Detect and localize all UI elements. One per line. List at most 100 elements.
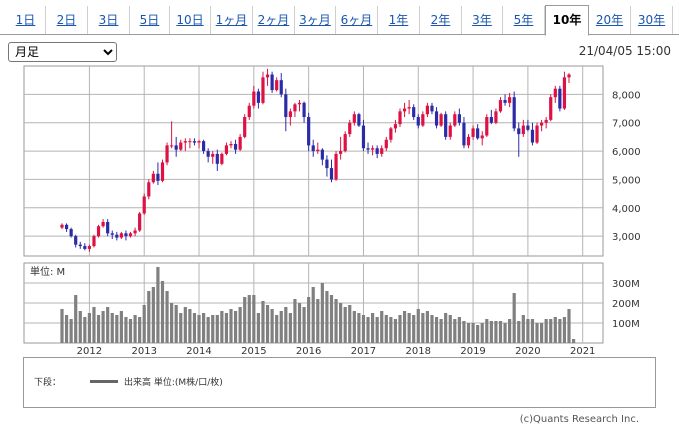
x-tick-label: 2013 xyxy=(131,346,156,357)
candle-body xyxy=(535,125,539,143)
legend-prefix: 下段： xyxy=(34,378,62,388)
volume-bar xyxy=(412,315,416,343)
volume-bar xyxy=(78,311,82,343)
candle-body xyxy=(138,213,142,231)
candle-body xyxy=(462,122,466,146)
candle-body xyxy=(192,141,197,143)
volume-bar xyxy=(206,317,210,343)
price-tick-label: 7,000 xyxy=(612,119,641,130)
candle-body xyxy=(498,100,503,112)
volume-bar xyxy=(275,315,279,343)
candle-body xyxy=(471,128,475,137)
tab-range-6[interactable]: 2ヶ月 xyxy=(253,6,295,34)
price-panel xyxy=(23,65,604,257)
tab-range-8[interactable]: 6ヶ月 xyxy=(336,6,378,34)
tab-range-15[interactable]: 30年 xyxy=(631,6,673,34)
volume-bar xyxy=(302,307,306,343)
period-select[interactable]: 月足 xyxy=(8,42,117,62)
volume-bar xyxy=(215,315,219,343)
tab-range-12[interactable]: 5年 xyxy=(503,6,545,34)
volume-bar xyxy=(293,299,297,343)
volume-bar xyxy=(439,319,443,343)
tab-range-13[interactable]: 10年 xyxy=(545,5,589,36)
volume-bar xyxy=(375,317,379,343)
price-tick-label: 6,000 xyxy=(612,147,641,158)
volume-bar xyxy=(316,299,320,343)
volume-bar xyxy=(183,307,187,343)
volume-bar xyxy=(444,313,448,343)
candle-body xyxy=(375,148,379,154)
tab-range-9[interactable]: 1年 xyxy=(378,6,420,34)
tab-range-2[interactable]: 3日 xyxy=(88,6,130,34)
volume-bar xyxy=(553,317,557,343)
candle-body xyxy=(361,125,366,149)
volume-bar xyxy=(101,311,105,343)
candle-body xyxy=(106,221,110,234)
price-tick-label: 8,000 xyxy=(612,90,641,101)
tab-range-0[interactable]: 1日 xyxy=(6,6,46,34)
candle-body xyxy=(457,114,461,123)
volume-bar xyxy=(265,305,270,343)
volume-bar xyxy=(252,295,256,343)
tab-range-11[interactable]: 3年 xyxy=(462,6,503,34)
volume-bar xyxy=(261,301,265,343)
volume-bar xyxy=(352,311,356,343)
tab-range-3[interactable]: 5日 xyxy=(130,6,170,34)
candle-body xyxy=(398,111,402,125)
tab-range-4[interactable]: 10日 xyxy=(170,6,211,34)
volume-bar xyxy=(320,283,324,343)
volume-bar xyxy=(517,321,521,343)
candle-body xyxy=(206,151,210,157)
candle-body xyxy=(288,111,292,118)
volume-bar xyxy=(288,313,292,343)
candle-body xyxy=(297,102,302,105)
candle-body xyxy=(147,182,151,197)
candle-body xyxy=(366,148,370,150)
volume-bar xyxy=(307,297,311,343)
volume-bar xyxy=(229,309,233,343)
candle-body xyxy=(562,77,567,109)
candle-body xyxy=(133,230,137,234)
candle-body xyxy=(339,151,343,154)
candle-body xyxy=(439,114,443,126)
candle-body xyxy=(357,114,361,126)
price-tick-label: 3,000 xyxy=(612,232,641,243)
tab-range-5[interactable]: 1ヶ月 xyxy=(211,6,253,34)
stock-chart: 2012 2013 2014 2015 2016 2017 2018 2019 2020 2021… xyxy=(23,65,641,357)
range-tab-bar: 1日 2日 3日 5日 10日 1ヶ月 2ヶ月 3ヶ月 6ヶ月 1年 2年 3年 5年 10年 20年 30年 xyxy=(0,0,679,36)
volume-bar xyxy=(361,315,366,343)
volume-bar xyxy=(201,313,206,343)
candle-body xyxy=(384,139,388,149)
candle-body xyxy=(201,141,206,152)
candle-body xyxy=(142,196,146,214)
candle-body xyxy=(448,125,452,137)
volume-bar xyxy=(503,323,507,343)
candle-body xyxy=(87,246,92,249)
volume-bar xyxy=(297,303,302,343)
volume-bar xyxy=(466,323,471,343)
candle-body xyxy=(64,224,69,230)
volume-bar xyxy=(489,321,493,343)
volume-bar xyxy=(457,317,461,343)
volume-bar xyxy=(380,311,384,343)
volume-bar xyxy=(539,323,544,343)
candle-body xyxy=(480,135,484,139)
candle-body xyxy=(279,80,283,95)
volume-bar xyxy=(494,321,498,343)
tab-range-7[interactable]: 3ヶ月 xyxy=(295,6,336,34)
tab-range-10[interactable]: 2年 xyxy=(420,6,462,34)
candle-body xyxy=(553,88,557,98)
candle-body xyxy=(119,233,123,238)
candle-body xyxy=(416,117,420,126)
candle-body xyxy=(275,80,279,91)
candle-body xyxy=(183,141,187,143)
candle-body xyxy=(69,229,73,237)
volume-bar xyxy=(87,313,92,343)
volume-bar xyxy=(462,321,466,343)
volume-legend-swatch xyxy=(90,380,118,383)
volume-bar xyxy=(188,309,192,343)
tab-range-1[interactable]: 2日 xyxy=(46,6,88,34)
tab-range-14[interactable]: 20年 xyxy=(589,6,631,34)
candle-body xyxy=(466,136,471,146)
candle-body xyxy=(444,114,448,137)
